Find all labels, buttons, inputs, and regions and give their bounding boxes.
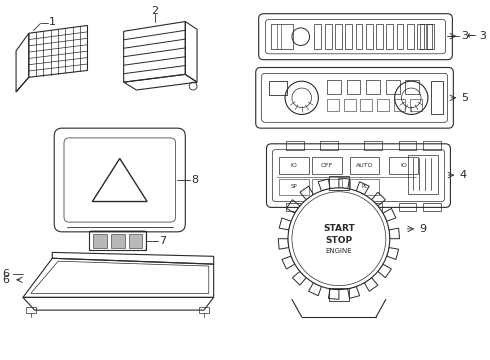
Bar: [405, 80, 419, 94]
Bar: [344, 99, 356, 111]
Bar: [423, 141, 441, 150]
Text: 3: 3: [462, 31, 468, 41]
Bar: [367, 80, 380, 94]
Bar: [361, 99, 372, 111]
Text: 9: 9: [419, 224, 427, 234]
Bar: [329, 288, 349, 301]
Bar: [111, 234, 124, 248]
Bar: [407, 24, 414, 49]
Bar: [408, 154, 438, 194]
Text: SP: SP: [291, 184, 297, 189]
Bar: [325, 24, 332, 49]
Text: ← 3: ← 3: [467, 31, 487, 41]
Bar: [420, 24, 432, 49]
Bar: [386, 80, 399, 94]
Bar: [286, 141, 304, 150]
Bar: [366, 24, 372, 49]
Text: 8: 8: [192, 175, 198, 185]
Bar: [347, 80, 361, 94]
Bar: [350, 179, 379, 195]
Text: AUTO: AUTO: [356, 163, 373, 168]
Text: 6: 6: [2, 269, 9, 279]
Text: 6: 6: [2, 275, 9, 285]
Bar: [431, 81, 442, 114]
Bar: [94, 234, 107, 248]
Bar: [396, 24, 403, 49]
Bar: [417, 24, 424, 49]
Bar: [26, 307, 36, 313]
Text: IO: IO: [400, 163, 407, 168]
Text: 2: 2: [151, 6, 159, 16]
Bar: [377, 99, 389, 111]
Bar: [286, 203, 304, 211]
Bar: [329, 176, 349, 190]
Bar: [427, 24, 434, 49]
Text: START: START: [323, 224, 355, 233]
Bar: [345, 24, 352, 49]
Bar: [335, 24, 342, 49]
Text: OFF: OFF: [321, 163, 333, 168]
Bar: [398, 203, 416, 211]
Text: 1: 1: [49, 17, 56, 27]
Circle shape: [288, 188, 390, 289]
Bar: [327, 80, 341, 94]
Bar: [315, 24, 321, 49]
Bar: [356, 24, 363, 49]
Bar: [376, 24, 383, 49]
Bar: [365, 203, 382, 211]
Text: STOP: STOP: [325, 236, 352, 245]
Bar: [128, 234, 142, 248]
Text: ENGINE: ENGINE: [325, 248, 352, 255]
Bar: [327, 99, 339, 111]
Bar: [398, 141, 416, 150]
Bar: [393, 99, 405, 111]
Bar: [350, 157, 379, 174]
Bar: [199, 307, 209, 313]
Text: PL: PL: [361, 184, 368, 189]
Bar: [423, 203, 441, 211]
Text: 5: 5: [462, 93, 468, 103]
Bar: [320, 141, 338, 150]
Bar: [365, 141, 382, 150]
Bar: [386, 24, 393, 49]
Bar: [320, 203, 338, 211]
Bar: [271, 24, 293, 49]
Text: 7: 7: [159, 236, 167, 246]
Bar: [279, 179, 309, 195]
Bar: [279, 157, 309, 174]
Bar: [410, 99, 422, 111]
Bar: [313, 157, 342, 174]
Bar: [389, 157, 418, 174]
Bar: [270, 81, 287, 95]
Bar: [90, 231, 146, 251]
Bar: [313, 179, 342, 195]
Text: IO: IO: [291, 163, 297, 168]
Text: 4: 4: [460, 170, 466, 180]
